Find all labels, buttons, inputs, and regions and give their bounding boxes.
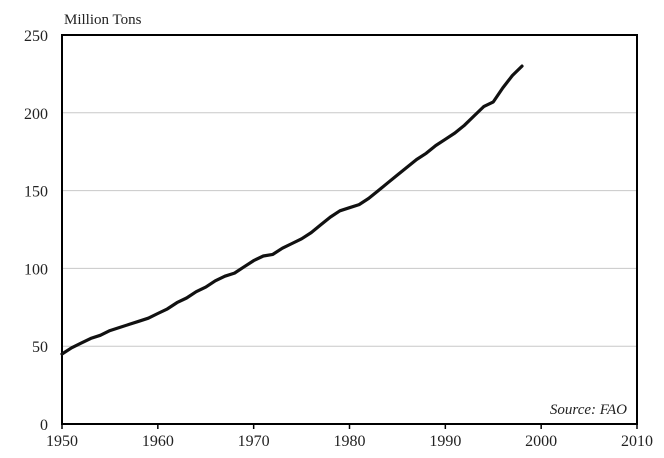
x-tick-label: 1960 — [142, 433, 174, 450]
gridlines — [62, 112, 637, 347]
x-axis-tick-labels: 1950 1960 1970 1980 1990 2000 2010 — [46, 424, 653, 450]
y-tick-label: 100 — [24, 261, 48, 278]
source-note: Source: FAO — [550, 402, 627, 418]
unit-label: Million Tons — [64, 12, 142, 28]
series-layer — [60, 64, 524, 356]
y-tick-label: 250 — [24, 28, 48, 45]
y-tick-label: 200 — [24, 106, 48, 123]
y-tick-label: 0 — [40, 417, 48, 434]
series-line-0 — [60, 64, 524, 356]
plot-border — [61, 34, 638, 425]
x-tick-label: 1970 — [238, 433, 270, 450]
y-tick-label: 50 — [32, 339, 48, 356]
x-tick-label: 1980 — [334, 433, 366, 450]
x-tick-label: 2000 — [525, 433, 557, 450]
plot-frame — [61, 34, 638, 425]
y-axis-tick-labels: 0 50 100 150 200 250 — [24, 28, 48, 434]
x-tick-label: 1990 — [429, 433, 461, 450]
x-tick-label: 1950 — [46, 433, 78, 450]
y-tick-label: 150 — [24, 184, 48, 201]
x-tick-label: 2010 — [621, 433, 653, 450]
